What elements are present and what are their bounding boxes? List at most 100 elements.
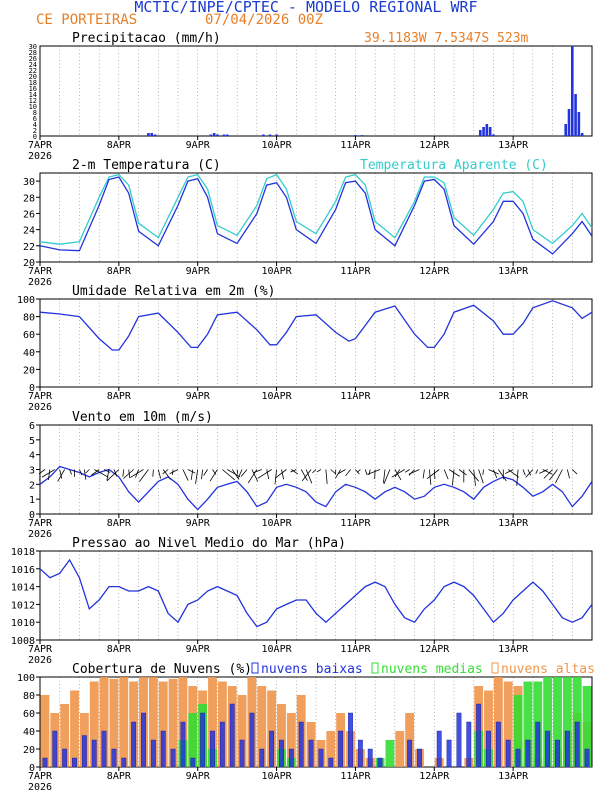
cloud-bar-blue	[564, 730, 570, 768]
y-tick-label: 26	[29, 55, 37, 63]
wind-barb	[257, 469, 272, 479]
cloud-bar-orange	[89, 681, 99, 767]
cloud-bar-blue	[91, 739, 97, 768]
y-tick-label: 4	[29, 451, 35, 462]
y-tick-label: 24	[29, 61, 37, 69]
x-tick-label: 7APR	[28, 391, 53, 402]
precip-bar	[574, 94, 577, 136]
cloud-bar-blue	[584, 748, 590, 768]
y-tick-label: 6	[29, 421, 35, 432]
series-line-blue	[39, 465, 593, 511]
panel-title: Umidade Relativa em 2m (%)	[72, 284, 276, 299]
wind-barb	[182, 469, 189, 481]
location-label: CE PORTEIRAS	[36, 12, 138, 28]
wind-barb	[305, 469, 313, 484]
wind-barb	[451, 469, 455, 486]
cloud-bar-orange	[503, 681, 513, 767]
wind-barb	[383, 469, 391, 485]
wind-barb	[516, 469, 519, 486]
precip-bar	[564, 124, 568, 136]
y-tick-label: 30	[23, 177, 35, 188]
x-tick-label: 9APR	[186, 266, 211, 277]
cloud-bar-blue	[466, 721, 472, 768]
x-year-label: 2026	[28, 277, 52, 288]
wind-barb	[83, 469, 87, 480]
cloud-bar-blue	[131, 721, 137, 768]
precip-bar	[209, 134, 213, 136]
cloud-bar-blue	[269, 730, 275, 768]
x-tick-label: 13APR	[498, 140, 529, 151]
wind-barb	[38, 469, 46, 475]
cloud-bar-orange	[326, 731, 336, 767]
cloud-bar-blue	[180, 721, 186, 768]
wind-barb	[408, 469, 420, 475]
x-tick-label: 11APR	[340, 266, 371, 277]
cloud-bar-blue	[101, 730, 107, 768]
cloud-bar-blue	[417, 748, 422, 768]
cloud-bar-blue	[62, 748, 68, 768]
y-tick-label: 80	[23, 691, 35, 702]
cloud-bar-blue	[190, 757, 196, 768]
cloud-bar-blue	[219, 721, 225, 768]
cloud-bar-blue	[515, 748, 521, 768]
x-tick-label: 7APR	[28, 266, 53, 277]
chart-main-title: MCTIC/INPE/CPTEC - MODELO REGIONAL WRF	[134, 0, 478, 16]
wind-barb	[69, 469, 72, 475]
legend-label: nuvens medias	[381, 662, 483, 677]
x-tick-label: 9APR	[186, 518, 211, 529]
wind-barb	[539, 469, 548, 474]
wind-barb	[209, 469, 218, 482]
y-tick-label: 2	[29, 480, 35, 491]
wind-barb	[335, 469, 341, 479]
precip-bar	[354, 135, 357, 136]
wind-barb	[368, 469, 371, 476]
y-tick-label: 10	[29, 103, 37, 111]
wind-barb	[274, 469, 277, 485]
x-year-label: 2026	[28, 655, 52, 666]
panel-title: Pressao ao Nivel Medio do Mar (hPa)	[72, 536, 346, 551]
precip-bar	[225, 134, 229, 136]
cloud-bar-orange	[40, 695, 50, 767]
precip-bar	[150, 133, 154, 136]
x-year-label: 2026	[28, 151, 52, 162]
wind-barb	[253, 469, 262, 474]
panel-0: 7APR 8APR 9APR 10APR 11APR 12APR 13APR2026Prec…	[28, 31, 593, 162]
x-tick-label: 12APR	[419, 644, 450, 655]
y-tick-label: 1010	[11, 618, 35, 629]
panel-title: Vento em 10m (m/s)	[72, 410, 213, 425]
wind-barb	[337, 469, 346, 475]
y-tick-label: 2	[33, 127, 37, 135]
wind-barb	[391, 469, 405, 478]
cloud-bar-blue	[407, 739, 413, 768]
wind-barb	[106, 469, 120, 482]
wind-barb	[325, 469, 328, 484]
wind-barb	[41, 469, 55, 478]
x-tick-label: 13APR	[498, 644, 529, 655]
wind-barb	[312, 469, 317, 474]
wind-barb	[535, 469, 539, 474]
x-tick-label: 13APR	[498, 391, 529, 402]
cloud-bar-blue	[525, 739, 531, 768]
wind-barb	[404, 469, 410, 473]
x-tick-label: 10APR	[262, 266, 293, 277]
wind-barb	[422, 469, 425, 479]
panel-frame	[39, 550, 593, 641]
wind-barb	[426, 469, 440, 479]
cloud-bar-orange	[277, 704, 286, 767]
x-tick-label: 12APR	[419, 518, 450, 529]
wind-barb	[240, 469, 248, 477]
cloud-bar-blue	[249, 712, 255, 768]
x-tick-label: 9APR	[186, 644, 211, 655]
precip-bar	[216, 134, 219, 136]
wind-barb	[103, 469, 111, 473]
panel-5: 7APR 8APR 9APR 10APR 11APR 12APR 13APR 2026 Cobe…	[17, 662, 595, 792]
y-tick-label: 12	[29, 97, 37, 105]
wind-barb	[433, 469, 436, 480]
cloud-bar-orange	[60, 704, 70, 767]
cloud-bar-blue	[72, 757, 77, 768]
y-tick-label: 16	[29, 85, 37, 93]
wind-barb	[187, 469, 196, 474]
panel-1: 7APR 8APR 9APR 10APR 11APR 12APR 13APR20262-m …	[23, 158, 593, 288]
wind-barb	[345, 469, 351, 477]
